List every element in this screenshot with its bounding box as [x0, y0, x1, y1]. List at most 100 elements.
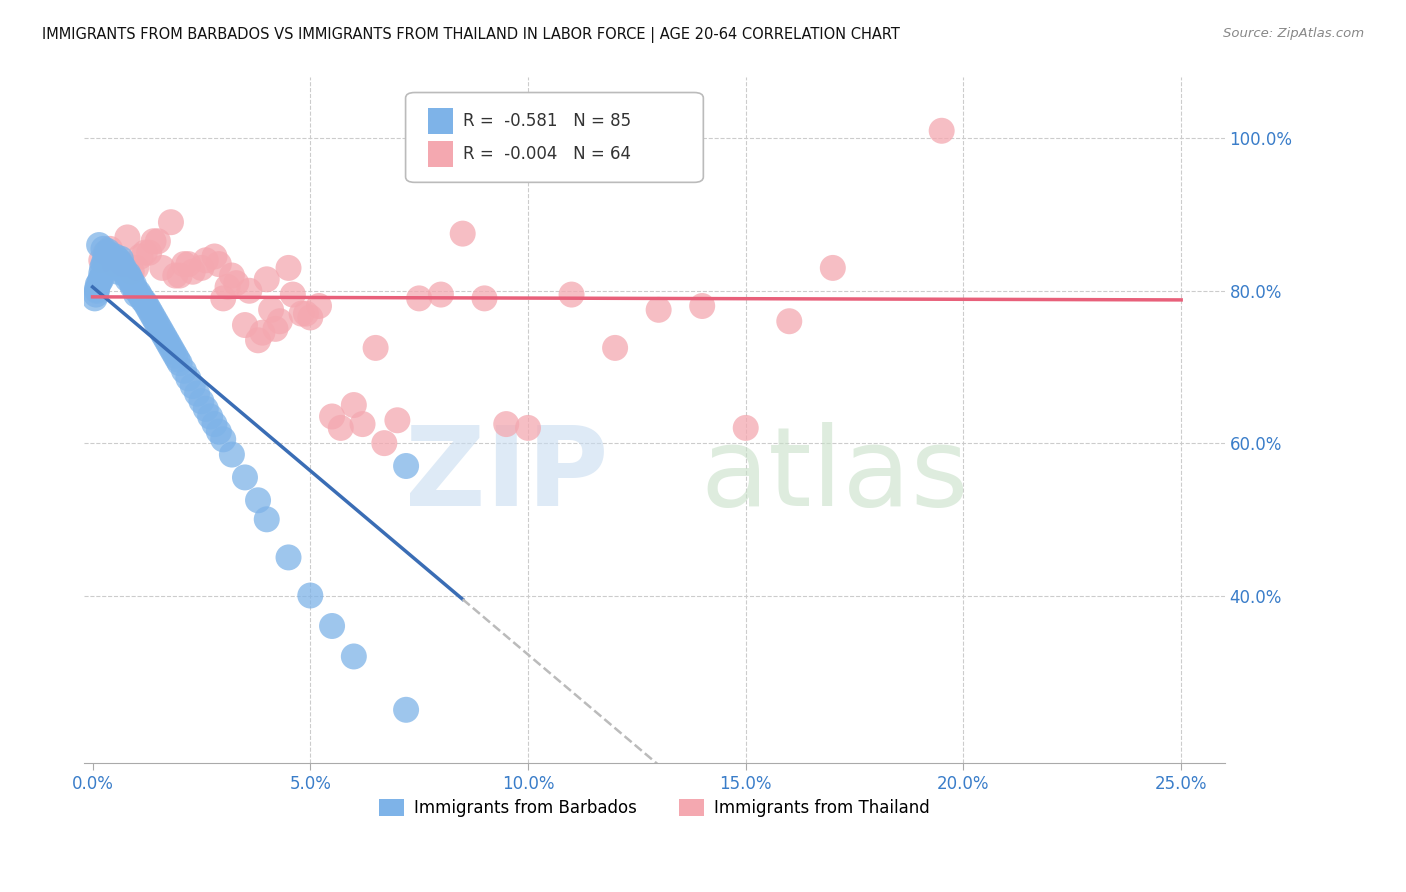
Point: [90, 272, 112, 286]
Point: [89, 272, 111, 286]
Point: [155, 333, 177, 347]
Point: [343, 398, 366, 412]
Point: [387, 413, 409, 427]
Point: [165, 268, 187, 283]
Point: [734, 421, 756, 435]
Point: [352, 417, 374, 431]
Point: [150, 260, 173, 275]
Point: [87, 277, 110, 292]
Point: [124, 282, 146, 296]
Point: [190, 394, 212, 409]
Point: [91, 260, 114, 275]
Point: [103, 255, 125, 269]
Point: [217, 280, 239, 294]
Point: [121, 280, 143, 294]
Point: [108, 255, 131, 269]
Point: [162, 344, 184, 359]
Point: [138, 302, 160, 317]
FancyBboxPatch shape: [405, 93, 703, 182]
Point: [94, 253, 117, 268]
Point: [86, 284, 108, 298]
Point: [308, 299, 330, 313]
Point: [169, 268, 191, 283]
Point: [321, 409, 343, 424]
Text: ZIP: ZIP: [405, 422, 609, 529]
Point: [153, 329, 176, 343]
Bar: [429, 108, 454, 134]
Point: [647, 302, 669, 317]
Text: R =  -0.004   N = 64: R = -0.004 N = 64: [463, 145, 631, 162]
Point: [97, 257, 120, 271]
Point: [98, 252, 121, 266]
Point: [105, 260, 128, 275]
Point: [290, 307, 312, 321]
Point: [194, 253, 217, 268]
Point: [94, 250, 117, 264]
Point: [107, 253, 129, 268]
Point: [146, 234, 169, 248]
Point: [225, 276, 247, 290]
Point: [321, 619, 343, 633]
Point: [295, 307, 318, 321]
Point: [233, 318, 256, 332]
Point: [83, 292, 105, 306]
Point: [474, 292, 496, 306]
Point: [561, 287, 583, 301]
Point: [98, 242, 121, 256]
Point: [90, 253, 112, 268]
Point: [821, 260, 844, 275]
Point: [110, 252, 132, 266]
Point: [281, 287, 304, 301]
Point: [157, 337, 180, 351]
Point: [125, 260, 148, 275]
Point: [186, 386, 208, 401]
Point: [107, 265, 129, 279]
Point: [105, 257, 128, 271]
Point: [233, 470, 256, 484]
Point: [160, 341, 183, 355]
Text: atlas: atlas: [700, 422, 969, 529]
Point: [138, 245, 160, 260]
Legend: Immigrants from Barbados, Immigrants from Thailand: Immigrants from Barbados, Immigrants fro…: [373, 792, 936, 823]
Point: [134, 245, 156, 260]
Point: [204, 250, 226, 264]
Point: [121, 265, 143, 279]
Point: [90, 266, 112, 280]
Point: [256, 272, 278, 286]
Point: [112, 262, 135, 277]
Point: [451, 227, 474, 241]
Point: [103, 257, 125, 271]
Point: [86, 282, 108, 296]
Point: [127, 285, 149, 300]
Point: [129, 250, 152, 264]
Point: [177, 371, 200, 385]
Point: [84, 287, 107, 301]
Point: [146, 318, 169, 332]
Point: [194, 401, 217, 416]
Text: R =  -0.581   N = 85: R = -0.581 N = 85: [463, 112, 631, 129]
Point: [112, 260, 135, 275]
Point: [134, 295, 156, 310]
Point: [247, 333, 270, 347]
Point: [136, 299, 159, 313]
Point: [212, 433, 235, 447]
Point: [103, 260, 125, 274]
Point: [111, 259, 134, 273]
Point: [264, 322, 287, 336]
Point: [115, 268, 138, 283]
Point: [173, 364, 195, 378]
Point: [100, 253, 122, 268]
Point: [269, 314, 291, 328]
Point: [208, 257, 231, 271]
Bar: [429, 141, 454, 167]
Point: [430, 287, 453, 301]
Point: [373, 436, 395, 450]
Point: [252, 326, 274, 340]
Point: [117, 230, 139, 244]
Point: [118, 270, 141, 285]
Point: [364, 341, 387, 355]
Point: [101, 253, 124, 268]
Point: [408, 292, 430, 306]
Point: [117, 272, 139, 286]
Point: [238, 284, 260, 298]
